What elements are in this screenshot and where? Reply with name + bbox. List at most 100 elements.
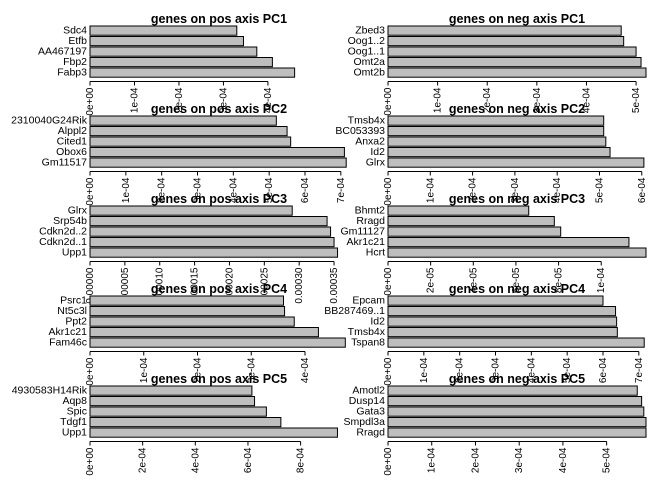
gene-label: Id2	[370, 316, 385, 328]
x-tick-label: 5e-04	[631, 87, 642, 113]
gene-label: Tspan8	[351, 337, 385, 349]
panel-title: genes on neg axis PC4	[449, 282, 585, 296]
x-tick-label: 3e-04	[246, 357, 257, 383]
gene-label: Alppl2	[58, 125, 87, 137]
bar-Amotl2	[387, 385, 638, 396]
panel-6: genes on neg axis PC3 Bhmt2RragdGm11127Ak…	[340, 192, 647, 296]
gene-label: Cdkn2d..1	[39, 236, 87, 248]
gene-label: Glrx	[366, 157, 386, 169]
gene-label: Gm11517	[42, 157, 87, 169]
panel-title: genes on pos axis PC3	[151, 192, 287, 206]
bar-Cited1	[89, 136, 292, 147]
gene-label: Id2	[370, 146, 385, 158]
x-tick-label: 3e-04	[193, 177, 204, 203]
gene-label: Amotl2	[352, 385, 385, 397]
panel-title: genes on neg axis PC5	[449, 372, 585, 386]
bar-Cdkn2d..2	[89, 226, 332, 237]
x-tick-label: 0e+00	[85, 357, 96, 386]
bar-Etfb	[89, 36, 244, 47]
x-tick-label: 8e-05	[554, 267, 565, 293]
bar-Tmsb4x	[387, 327, 618, 338]
x-tick-label: 0e+00	[85, 447, 96, 476]
bar-Gm11517	[89, 157, 347, 168]
x-tick-label: 2e-04	[455, 357, 466, 383]
bar-Hcrt	[387, 247, 647, 258]
gene-label: Ppt2	[65, 316, 87, 328]
bar-Upp1	[89, 247, 339, 258]
panel-10: genes on neg axis PC5 Amotl2Dusp14Gata3Sm…	[344, 372, 647, 476]
bar-Tspan8	[387, 337, 645, 348]
gene-label: Hcrt	[366, 247, 385, 259]
x-tick-label: 4e-04	[526, 357, 537, 383]
x-tick-label: 0e+00	[383, 177, 394, 206]
gene-label: Upp1	[62, 247, 87, 259]
bar-Rragd	[387, 216, 555, 227]
x-tick-label: 4e-04	[300, 357, 311, 383]
gene-label: Akr1c21	[48, 326, 87, 338]
x-tick-label: 7e-04	[336, 177, 347, 203]
x-tick-label: 5e-04	[562, 357, 573, 383]
gene-label: Akr1c21	[346, 236, 385, 248]
x-tick-label: 6e-04	[300, 177, 311, 203]
panel-4: genes on neg axis PC2 Tmsb4xBC053393Anxa2…	[335, 102, 647, 206]
gene-label: Rragd	[356, 427, 385, 439]
gene-label: Omt2a	[353, 56, 385, 68]
bar-Gata3	[387, 406, 645, 417]
gene-label: AA467197	[38, 46, 87, 58]
x-tick-label: 0.00000	[85, 267, 96, 304]
panel-title: genes on neg axis PC2	[449, 102, 585, 116]
x-tick-label: 0e+00	[85, 177, 96, 206]
x-tick-label: 6e-04	[243, 447, 254, 473]
x-tick-label: 5e-04	[264, 177, 275, 203]
bar-Omt2b	[387, 67, 647, 78]
panel-8: genes on neg axis PC4 EpcamBB287469..1Id2…	[324, 282, 645, 386]
bar-4930583H14Rik	[89, 385, 253, 396]
gene-label: Upp1	[62, 427, 87, 439]
x-tick-label: 0.00020	[224, 267, 235, 304]
bar-AA467197	[89, 46, 258, 57]
x-tick-label: 1e-04	[139, 357, 150, 383]
x-tick-label: 0.00015	[190, 267, 201, 304]
bar-Spic	[89, 406, 267, 417]
bar-Alppl2	[89, 126, 288, 137]
gene-label: Gm11127	[340, 226, 385, 238]
bar-Anxa2	[387, 136, 607, 147]
bar-Aqp8	[89, 396, 256, 407]
bar-BB287469..1	[387, 306, 617, 317]
gene-label: 4930583H14Rik	[12, 385, 88, 397]
bar-Smpdl3a	[387, 417, 647, 428]
gene-label: Glrx	[68, 205, 88, 217]
panel-1: genes on pos axis PC1 Sdc4EtfbAA467197Fbp…	[38, 12, 296, 116]
x-tick-label: 0e+00	[85, 87, 96, 116]
gene-label: Oog1..2	[348, 35, 386, 47]
gene-label: Tdgf1	[60, 416, 87, 428]
gene-label: Spic	[67, 406, 87, 418]
bar-Tdgf1	[89, 417, 282, 428]
x-tick-label: 1e-04	[433, 87, 444, 113]
bar-Glrx	[89, 205, 293, 216]
x-tick-label: 5e-04	[602, 447, 613, 473]
gene-label: Smpdl3a	[344, 416, 386, 428]
panel-title: genes on pos axis PC1	[151, 12, 287, 26]
panel-5: genes on pos axis PC3 GlrxSrp54bCdkn2d..2…	[39, 192, 340, 304]
bar-Dusp14	[387, 396, 643, 407]
gene-label: Tmsb4x	[348, 115, 386, 127]
x-tick-label: 2e-04	[138, 447, 149, 473]
gene-label: Oog1..1	[348, 46, 386, 58]
x-tick-label: 2e-04	[193, 357, 204, 383]
x-tick-label: 1e-04	[129, 87, 140, 113]
bar-BC053393	[387, 126, 605, 137]
gene-label: Epcam	[352, 295, 385, 307]
gene-label: Psrc1	[60, 295, 87, 307]
bar-Glrx	[387, 157, 645, 168]
gene-label: Fam46c	[49, 337, 87, 349]
x-tick-label: 3e-04	[532, 87, 543, 113]
bar-Upp1	[89, 427, 338, 438]
gene-label: Dusp14	[349, 395, 385, 407]
x-tick-label: 8e-04	[296, 447, 307, 473]
x-tick-label: 0.00030	[294, 267, 305, 304]
x-tick-label: 1e-04	[419, 357, 430, 383]
gene-label: BC053393	[335, 125, 385, 137]
x-tick-label: 1e-04	[121, 177, 132, 203]
